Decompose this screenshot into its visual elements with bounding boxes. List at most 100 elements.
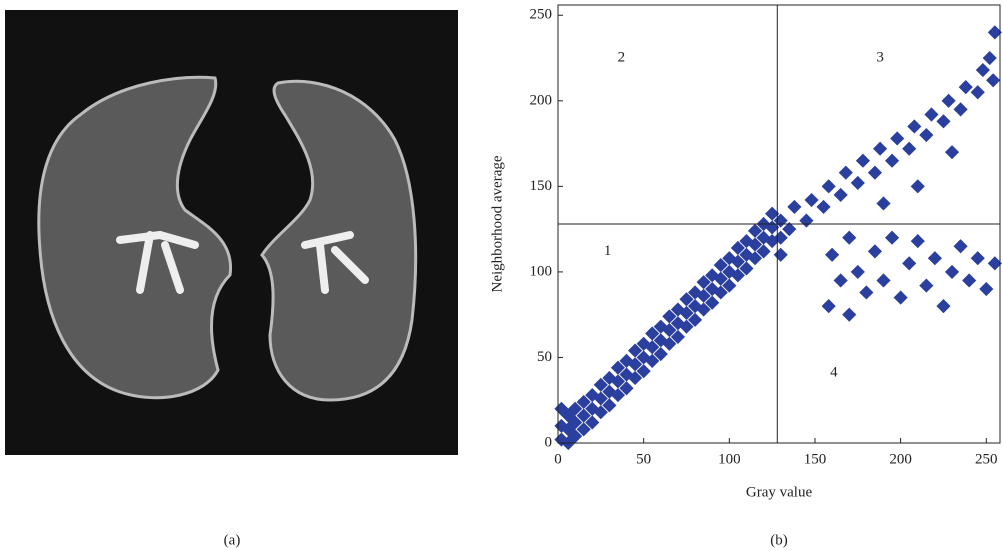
point [773,247,788,262]
x-tick-label: 200 [889,451,912,467]
point [919,278,934,293]
point [876,273,891,288]
point [953,102,968,117]
x-tick-label: 250 [975,451,998,467]
x-tick-label: 100 [718,451,741,467]
x-tick-label: 50 [636,451,651,467]
point [747,223,763,238]
point [855,153,871,168]
point [568,401,583,416]
point [979,281,994,297]
point [568,415,583,430]
point [787,199,802,214]
region-label: 4 [830,364,838,380]
point [747,237,763,252]
point [610,374,626,389]
region-label: 1 [604,243,612,259]
point [576,408,591,423]
point [636,364,651,379]
point [593,377,608,392]
point [902,141,917,156]
point [842,307,857,322]
point [696,288,711,303]
y-tick-label: 100 [530,263,553,279]
point [722,278,737,293]
point [986,73,1001,88]
point [593,391,608,406]
region-label: 2 [618,49,626,65]
point [576,422,591,437]
point [825,247,840,262]
point [884,230,900,245]
point [756,244,771,259]
point [873,141,888,156]
point [924,107,939,122]
y-tick-label: 250 [530,7,553,23]
point [944,145,960,160]
point [842,230,857,245]
point [936,299,951,314]
point [679,319,694,334]
point [662,336,677,351]
point [936,114,951,129]
point [833,187,848,202]
point [850,264,865,279]
point [705,295,720,310]
point [696,275,711,290]
vessels [116,230,369,294]
point [610,388,626,403]
point [850,175,865,191]
point [970,85,985,100]
point [619,381,634,396]
y-tick-label: 0 [545,434,553,450]
point [670,329,685,344]
lung-image [5,10,458,455]
point [927,251,942,266]
point [747,251,763,266]
point [804,192,819,208]
point [628,370,643,386]
point [576,394,591,410]
point [593,405,608,420]
point [953,239,968,254]
point [970,251,985,266]
point [628,357,643,372]
point [821,179,836,194]
point [987,25,1002,40]
point [859,285,874,300]
point [713,285,728,300]
point [910,234,925,249]
point [645,326,660,341]
point [816,199,831,214]
plot-frame [557,4,1001,444]
point [821,299,836,314]
point [662,323,677,338]
point [679,292,694,307]
point [679,305,694,321]
point [610,360,626,375]
y-tick-label: 50 [537,349,552,365]
x-tick-label: 150 [804,451,827,467]
y-axis-label: Neighborhood average [489,155,505,292]
y-tick-label: 150 [530,178,553,194]
x-axis-label: Gray value [746,484,813,500]
point [833,273,848,288]
point [645,353,660,368]
point [653,346,668,362]
point [799,213,814,228]
point [645,340,660,355]
point [568,429,583,444]
point [730,268,745,283]
point [713,257,728,273]
point [662,309,677,324]
point [958,80,973,95]
point [867,165,883,180]
point [602,398,617,413]
point [890,131,905,146]
x-tick-label: 0 [554,451,562,467]
point [739,261,754,276]
point [919,127,934,143]
point [696,302,711,317]
point [941,93,956,108]
